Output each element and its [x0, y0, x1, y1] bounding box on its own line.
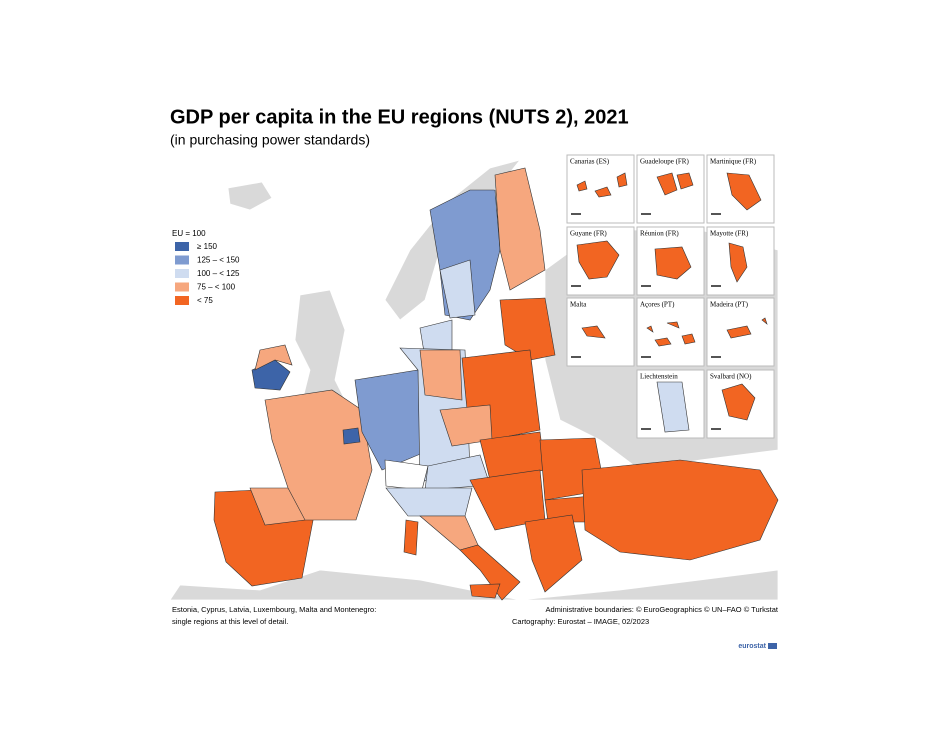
scale-bar — [571, 356, 581, 358]
inset-region — [576, 240, 620, 280]
inset-region — [616, 172, 628, 188]
legend-swatch — [175, 242, 189, 251]
legend-swatch — [175, 282, 189, 292]
inset-region — [654, 337, 672, 347]
region — [419, 349, 463, 401]
inset-region — [656, 172, 678, 196]
inset-label: Guyane (FR) — [570, 230, 607, 238]
note: single regions at this level of detail. — [172, 617, 288, 626]
legend-swatch — [175, 255, 189, 265]
legend-label: 125 – < 150 — [197, 256, 240, 265]
legend-items: ≥ 150 125 – < 150 100 – < 125 75 – < 100 < 7… — [175, 242, 240, 305]
inset-region — [646, 325, 654, 333]
inset-label: Liechtenstein — [640, 373, 678, 381]
inset-label: Madeira (PT) — [710, 301, 749, 309]
inset-region — [681, 333, 696, 345]
region — [354, 369, 431, 471]
region — [494, 167, 546, 291]
scale-bar — [711, 285, 721, 287]
credit: Cartography: Eurostat – IMAGE, 02/2023 — [512, 617, 649, 626]
legend-label: 75 – < 100 — [197, 283, 236, 292]
region — [459, 544, 521, 601]
inset-frame — [636, 226, 705, 296]
inset-region — [761, 317, 768, 325]
inset-region — [726, 325, 752, 339]
inset-region — [726, 172, 762, 211]
inset-frame — [706, 226, 775, 296]
inset-label: Martinique (FR) — [710, 158, 757, 166]
iceland — [227, 181, 273, 211]
scale-bar — [571, 285, 581, 287]
inset-label: Canarias (ES) — [570, 158, 610, 166]
region — [469, 583, 501, 599]
scale-bar — [711, 213, 721, 215]
scale-bar — [641, 213, 651, 215]
turkey — [581, 459, 779, 561]
scale-bar — [711, 428, 721, 430]
scale-bar — [571, 213, 581, 215]
region — [439, 259, 476, 319]
region — [403, 519, 419, 556]
inset-label: Malta — [570, 301, 587, 309]
region — [254, 344, 293, 371]
note: Estonia, Cyprus, Latvia, Luxembourg, Mal… — [172, 605, 376, 614]
inset-region — [656, 381, 690, 433]
logo: eurostat — [738, 643, 766, 650]
inset-region — [576, 180, 588, 192]
legend-swatch — [175, 296, 189, 305]
inset-region — [721, 383, 756, 421]
credit: Administrative boundaries: © EuroGeograp… — [545, 605, 778, 614]
scale-bar — [641, 356, 651, 358]
inset-region — [594, 186, 612, 198]
scale-bar — [641, 428, 651, 430]
legend-swatch — [175, 269, 189, 278]
inset-region — [666, 321, 680, 329]
inset-label: Mayotte (FR) — [710, 230, 749, 238]
title: GDP per capita in the EU regions (NUTS 2… — [170, 106, 629, 128]
inset-region — [728, 242, 748, 283]
inset-region — [676, 172, 694, 190]
insets: Canarias (ES) Guadeloupe (FR) Martinique (… — [566, 154, 775, 439]
scale-bar — [641, 285, 651, 287]
scale-bar — [711, 356, 721, 358]
inset-frame — [636, 297, 705, 367]
inset-label: Açores (PT) — [640, 301, 675, 309]
inset-region — [654, 246, 692, 280]
legend-label: < 75 — [197, 296, 213, 305]
region — [524, 514, 583, 593]
legend-label: 100 – < 125 — [197, 269, 240, 278]
inset-label: Guadeloupe (FR) — [640, 158, 689, 166]
region — [499, 297, 556, 361]
subtitle: (in purchasing power standards) — [170, 132, 370, 148]
inset-label: Réunion (FR) — [640, 230, 679, 238]
region — [342, 427, 361, 445]
legend-label: ≥ 150 — [197, 242, 218, 251]
logo-flag — [768, 643, 777, 649]
legend: EU = 100 ≥ 150 125 – < 150 100 – < 125 75 –… — [172, 229, 240, 305]
region — [264, 389, 373, 521]
legend-title: EU = 100 — [172, 229, 206, 238]
inset-label: Svalbard (NO) — [710, 373, 752, 381]
inset-region — [581, 325, 606, 339]
